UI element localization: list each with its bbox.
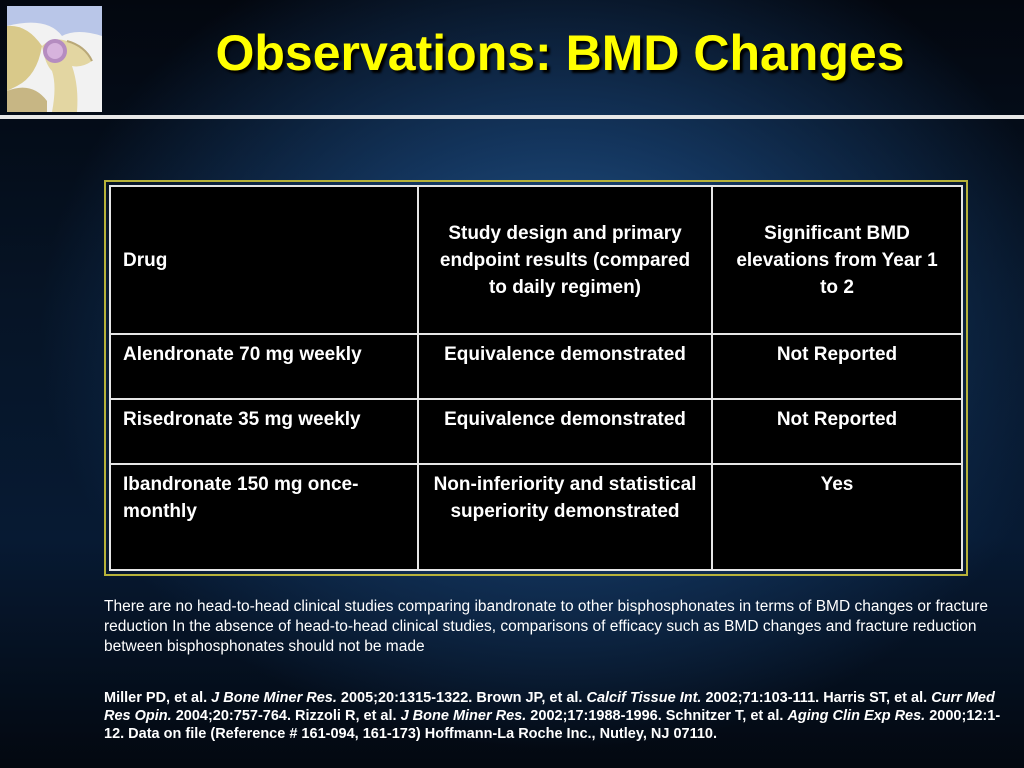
comparison-table-frame: Drug Study design and primary endpoint r… (104, 180, 968, 576)
ref-journal: Calcif Tissue Int. (586, 690, 702, 706)
cell-bmd: Not Reported (711, 333, 963, 400)
ref-journal: J Bone Miner Res. (211, 690, 337, 706)
cell-study-design: Equivalence demonstrated (417, 398, 713, 465)
ref-journal: J Bone Miner Res. (400, 708, 527, 724)
ref-text: 2002;71:103-111. Harris ST, et al. (701, 690, 932, 706)
references: Miller PD, et al. J Bone Miner Res. 2005… (104, 689, 1004, 743)
title-divider (0, 115, 1024, 119)
cell-drug: Alendronate 70 mg weekly (109, 333, 419, 400)
ref-text: 2000;12:1-12. Data on file (Reference # … (104, 708, 1001, 742)
table-row: Risedronate 35 mg weekly Equivalence dem… (109, 398, 963, 465)
cell-drug: Risedronate 35 mg weekly (109, 398, 419, 465)
comparison-table: Drug Study design and primary endpoint r… (109, 185, 963, 571)
ref-text: 2002;17:1988-1996. Schnitzer T, et al. (526, 708, 788, 724)
ref-text: 2005;20:1315-1322. Brown JP, et al. (336, 690, 587, 706)
hip-joint-bone-icon (7, 6, 102, 112)
cell-study-design: Non-inferiority and statistical superior… (417, 463, 713, 571)
header-drug: Drug (109, 185, 419, 335)
cell-bmd: Yes (711, 463, 963, 571)
ref-journal: Aging Clin Exp Res. (787, 708, 926, 724)
disclaimer-note: There are no head-to-head clinical studi… (104, 598, 988, 655)
ref-journal: Curr Med Res Opin. (104, 690, 995, 724)
cell-study-design: Equivalence demonstrated (417, 333, 713, 400)
table-row: Alendronate 70 mg weekly Equivalence dem… (109, 333, 963, 400)
header-study-design: Study design and primary endpoint result… (417, 185, 713, 335)
header-bmd-elevations: Significant BMD elevations from Year 1 t… (711, 185, 963, 335)
cell-drug: Ibandronate 150 mg once-monthly (109, 463, 419, 571)
ref-text: 2004;20:757-764. Rizzoli R, et al. (171, 708, 401, 724)
table-row: Ibandronate 150 mg once-monthly Non-infe… (109, 463, 963, 571)
ref-text: Miller PD, et al. (104, 690, 212, 706)
cell-bmd: Not Reported (711, 398, 963, 465)
slide-title: Observations: BMD Changes (215, 25, 905, 81)
table-header-row: Drug Study design and primary endpoint r… (109, 185, 963, 335)
